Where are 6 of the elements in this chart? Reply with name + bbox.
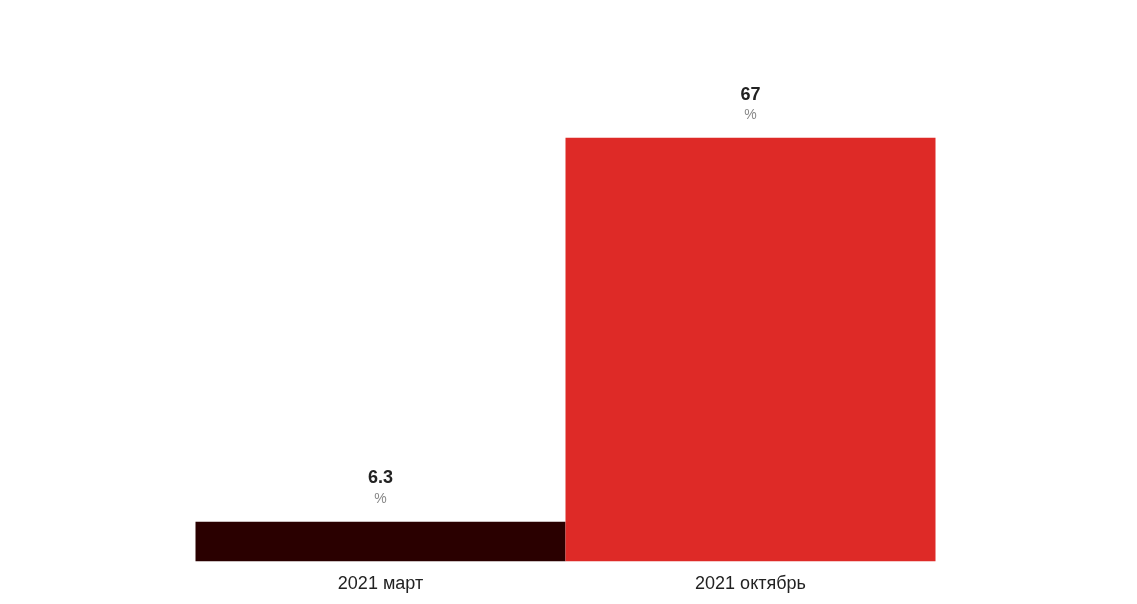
data-label: 67 <box>740 83 761 104</box>
annotation: % <box>374 490 387 507</box>
x-tick-label: 2021 октябрь <box>695 572 806 593</box>
annotation: % <box>744 106 757 123</box>
x-tick-label: 2021 март <box>337 572 424 593</box>
data-label: 6.3 <box>367 467 394 488</box>
